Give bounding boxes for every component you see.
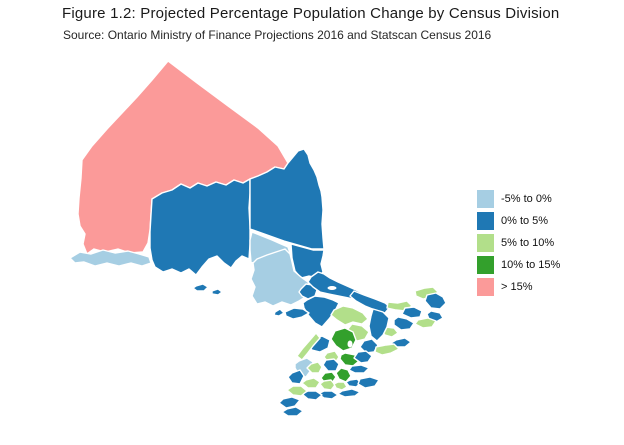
legend-label: -5% to 0% (501, 193, 552, 205)
map-region-hastings (368, 308, 390, 342)
map-region-haliburton-muskoka (330, 305, 369, 326)
legend-label: > 15% (501, 281, 533, 293)
map-region-prince-edward (390, 337, 412, 348)
figure-title: Figure 1.2: Projected Percentage Populat… (62, 5, 560, 22)
map-region-northumberland (374, 343, 400, 356)
map-region-tb-island-1 (192, 283, 209, 292)
map-regions (69, 60, 447, 417)
map-region-essex (278, 396, 301, 409)
legend-swatch-lightgreen (477, 234, 494, 252)
map-region-niagara (357, 376, 380, 389)
map-region-sudbury-district (250, 248, 312, 307)
map-region-manitoulin-west (273, 308, 285, 317)
map-region-middlesex (301, 377, 321, 389)
legend-swatch-darkblue (477, 212, 494, 230)
legend-item: > 15% (477, 278, 560, 296)
map-region-perth (306, 361, 323, 374)
legend-swatch-pink (477, 278, 494, 296)
map-region-rainy-river (69, 249, 152, 267)
map-region-thunder-bay (149, 178, 251, 276)
lake-simcoe (347, 340, 353, 348)
map-legend: -5% to 0% 0% to 5% 5% to 10% 10% to 15% … (477, 190, 560, 300)
map-region-cochrane (249, 148, 325, 250)
legend-item: -5% to 0% (477, 190, 560, 208)
legend-swatch-lightblue (477, 190, 494, 208)
legend-label: 0% to 5% (501, 215, 549, 227)
map-region-renfrew (349, 290, 391, 314)
map-region-lambton (287, 369, 305, 385)
map-region-hamilton (345, 378, 362, 388)
map-region-frontenac (393, 316, 415, 331)
map-region-toronto (348, 364, 370, 374)
legend-swatch-darkgreen (477, 256, 494, 274)
lake-nipissing (327, 286, 337, 290)
map-region-wellington (322, 358, 340, 372)
map-region-bruce (296, 332, 321, 361)
legend-item: 0% to 5% (477, 212, 560, 230)
map-region-oxford (319, 379, 336, 391)
map-region-manitoulin-east (284, 307, 310, 320)
map-region-peterborough (359, 338, 379, 354)
map-region-essex-shore (281, 406, 304, 417)
map-region-brant (333, 381, 348, 391)
figure-source: Source: Ontario Ministry of Finance Proj… (63, 28, 492, 42)
map-region-durham (353, 350, 373, 364)
map-region-leeds (414, 317, 437, 329)
map-region-parry-sound (302, 295, 340, 328)
legend-label: 10% to 15% (501, 259, 561, 271)
map-region-simcoe (330, 327, 357, 352)
map-region-lanark (401, 306, 423, 319)
legend-label: 5% to 10% (501, 237, 555, 249)
map-region-tb-island-2 (211, 288, 223, 296)
legend-item: 5% to 10% (477, 234, 560, 252)
map-region-haldimand (337, 388, 361, 398)
legend-item: 10% to 15% (477, 256, 560, 274)
map-region-chatham-kent (286, 385, 308, 397)
map-region-ottawa (424, 292, 447, 310)
